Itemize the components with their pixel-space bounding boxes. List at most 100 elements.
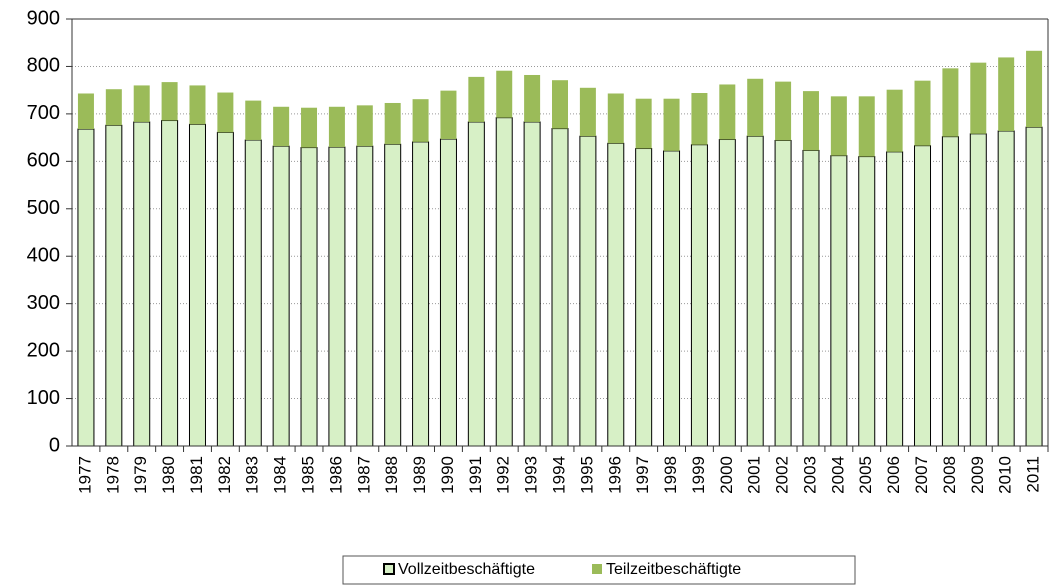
y-tick-label: 300: [27, 292, 60, 314]
bar-segment: [273, 106, 290, 147]
x-tick-label: 1980: [159, 456, 178, 494]
legend-swatch: [383, 563, 395, 575]
bar-segment: [858, 96, 875, 157]
bar-segment: [412, 141, 430, 447]
bar-segment: [552, 80, 568, 129]
bar-segment: [245, 100, 262, 140]
x-tick-label: 1982: [215, 456, 234, 494]
bar-segment: [217, 92, 234, 133]
bar-segment: [998, 57, 1015, 131]
bar-segment: [830, 155, 848, 447]
bar-segment: [886, 89, 903, 152]
bar-segment: [439, 138, 457, 447]
bar-segment: [969, 133, 987, 447]
x-tick-label: 2008: [940, 456, 959, 494]
bar-segment: [77, 128, 95, 447]
x-tick-label: 2002: [773, 456, 792, 494]
x-tick-label: 1998: [661, 456, 680, 494]
x-tick-label: 1988: [382, 456, 401, 494]
bar-segment: [105, 89, 122, 126]
bar-segment: [802, 91, 819, 151]
x-tick-label: 1994: [549, 456, 568, 494]
y-tick-label: 500: [27, 197, 60, 219]
bar-segment: [356, 145, 374, 447]
x-tick-label: 2000: [717, 456, 736, 494]
bar-segment: [272, 145, 290, 447]
y-tick-label: 100: [27, 387, 60, 409]
x-tick-label: 1990: [438, 456, 457, 494]
bar-segment: [914, 80, 931, 146]
x-tick-label: 1986: [326, 456, 345, 494]
bar-segment: [301, 107, 318, 148]
bar-segment: [635, 98, 652, 149]
legend-swatch: [592, 564, 602, 574]
y-tick-label: 400: [27, 245, 60, 267]
bar-segment: [384, 143, 402, 447]
bar-segment: [523, 121, 541, 447]
bar-segment: [551, 128, 569, 447]
x-tick-label: 1987: [354, 456, 373, 494]
bar-segment: [942, 68, 959, 137]
y-tick-label: 200: [27, 339, 60, 361]
x-tick-label: 1999: [689, 456, 708, 494]
x-tick-label: 2009: [968, 456, 987, 494]
bar-segment: [663, 98, 680, 151]
bar-segment: [328, 106, 345, 148]
bar-segment: [914, 145, 932, 447]
bar-segment: [690, 144, 708, 447]
x-tick-label: 1991: [466, 456, 485, 494]
bar-segment: [607, 93, 624, 144]
x-tick-label: 2004: [828, 456, 847, 494]
x-tick-label: 2003: [800, 456, 819, 494]
x-tick-label: 1978: [103, 456, 122, 494]
bar-segment: [440, 90, 457, 140]
bar-segment: [579, 87, 596, 137]
bar-segment: [886, 151, 904, 447]
bar-segment: [468, 76, 485, 122]
y-tick-label: 700: [27, 102, 60, 124]
bar-segment: [412, 99, 429, 142]
bar-segment: [663, 150, 681, 447]
bar-segment: [718, 139, 736, 447]
bar-segment: [607, 142, 625, 447]
bar-segment: [161, 120, 179, 447]
x-tick-label: 1995: [577, 456, 596, 494]
legend-label: Teilzeitbeschäftigte: [606, 561, 741, 578]
bar-segment: [300, 147, 318, 447]
bar-segment: [775, 81, 792, 141]
bar-segment: [189, 85, 206, 125]
x-tick-label: 2011: [1024, 456, 1043, 493]
bar-segment: [133, 85, 150, 122]
bar-segment: [161, 82, 178, 121]
y-tick-label: 0: [49, 434, 60, 456]
bar-segment: [635, 148, 653, 447]
bar-segment: [244, 139, 262, 447]
bar-segment: [746, 135, 764, 447]
bar-segment: [188, 123, 206, 447]
bar-segment: [133, 121, 151, 447]
bar-segment: [1026, 50, 1043, 128]
x-tick-label: 2005: [856, 456, 875, 494]
bar-segment: [579, 135, 597, 447]
bar-segment: [802, 149, 820, 447]
bar-segment: [858, 156, 876, 447]
bar-segment: [328, 146, 346, 447]
x-tick-label: 1997: [633, 456, 652, 494]
legend-label: Vollzeitbeschäftigte: [398, 561, 535, 578]
y-tick-label: 800: [27, 55, 60, 77]
x-tick-label: 1984: [271, 456, 290, 494]
x-tick-label: 1985: [299, 456, 318, 494]
bar-segment: [524, 74, 541, 122]
bar-segment: [77, 93, 94, 130]
x-tick-label: 1993: [522, 456, 541, 494]
x-tick-label: 2001: [745, 456, 764, 494]
x-tick-label: 2006: [884, 456, 903, 494]
x-tick-label: 2007: [912, 456, 931, 494]
bar-segment: [105, 124, 123, 447]
bar-segment: [216, 131, 234, 447]
bar-segment: [496, 70, 513, 118]
x-tick-label: 1979: [131, 456, 150, 494]
bar-segment: [747, 78, 764, 137]
bar-segment: [830, 96, 847, 156]
